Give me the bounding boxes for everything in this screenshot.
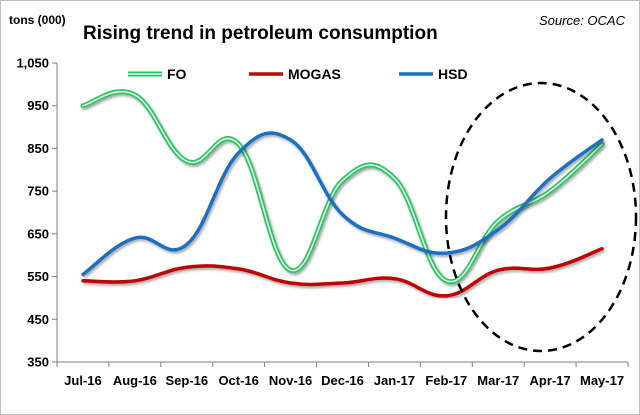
legend-item-mogas: MOGAS	[249, 66, 341, 82]
series-line-fo-core	[82, 90, 603, 283]
legend-label-fo: FO	[167, 66, 187, 82]
x-tick-label: May-17	[580, 373, 624, 388]
y-tick-label: 750	[27, 184, 49, 199]
y-tick-label: 650	[27, 226, 49, 241]
legend: FO MOGAS HSD	[128, 66, 468, 82]
x-tick-label: Dec-16	[321, 373, 364, 388]
y-tick-label: 350	[27, 355, 49, 370]
y-unit-label: tons (000)	[9, 13, 66, 27]
x-tick-label: Mar-17	[477, 373, 519, 388]
x-tick-label: Apr-17	[530, 373, 571, 388]
legend-item-hsd: HSD	[399, 66, 468, 82]
legend-label-hsd: HSD	[438, 66, 468, 82]
x-tick-label: Oct-16	[218, 373, 258, 388]
series-mogas	[81, 247, 604, 298]
series-line-fo-outline	[80, 89, 605, 285]
series-lines	[80, 89, 605, 298]
series-line-hsd	[81, 131, 604, 277]
y-tick-label: 950	[27, 98, 49, 113]
series-hsd	[81, 131, 604, 277]
legend-label-mogas: MOGAS	[288, 66, 341, 82]
x-tick-label: Nov-16	[269, 373, 312, 388]
series-line-mogas	[81, 247, 604, 298]
chart-title: Rising trend in petroleum consumption	[83, 23, 438, 44]
x-tick-label: Jul-16	[64, 373, 102, 388]
y-tick-label: 1,050	[16, 56, 49, 71]
axes: 350 450 550 650 750 850 950 1,050 Jul-16 Aug-16 Se…	[16, 56, 629, 388]
source-label: Source: OCAC	[539, 13, 625, 28]
highlight-ellipse	[444, 81, 638, 353]
y-tick-label: 550	[27, 269, 49, 284]
x-tick-label: Aug-16	[113, 373, 157, 388]
x-tick-label: Sep-16	[165, 373, 208, 388]
y-tick-label: 850	[27, 141, 49, 156]
legend-item-fo: FO	[128, 66, 187, 82]
y-tick-label: 450	[27, 312, 49, 327]
x-tick-label: Jan-17	[374, 373, 415, 388]
series-fo	[80, 89, 605, 285]
x-tick-label: Feb-17	[425, 373, 467, 388]
